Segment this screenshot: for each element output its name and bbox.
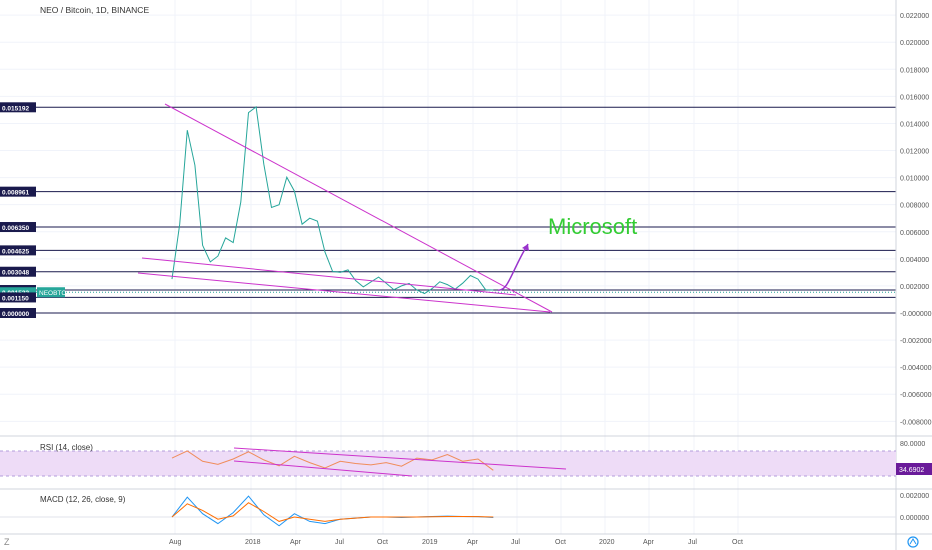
time-label: Aug <box>169 539 182 546</box>
price-tick-label: 0.020000 <box>900 40 929 47</box>
lower-trendline-2[interactable] <box>137 272 551 313</box>
price-tag <box>0 266 36 277</box>
vertical-grid <box>174 0 739 534</box>
upper-trendline[interactable] <box>164 103 553 313</box>
symbol-tag-label: NEOBTC <box>39 290 66 297</box>
price-tag <box>0 245 36 256</box>
rsi-title: RSI (14, close) <box>40 443 93 452</box>
time-axis-labels: Aug 2018 Apr Jul Oct 2019 Apr Jul Oct 2020 Apr Jul O… <box>169 539 743 546</box>
price-tag-label: 0.003048 <box>2 270 29 277</box>
time-label: Jul <box>511 539 520 546</box>
price-tick-label: 0.022000 <box>900 13 929 20</box>
price-tag <box>0 287 36 298</box>
timezone-icon[interactable]: Z <box>4 537 10 547</box>
price-tick-label: -0.000000 <box>900 311 932 318</box>
rsi-upper-label: 80.0000 <box>900 441 925 448</box>
rsi-trendline-upper[interactable] <box>233 447 567 470</box>
time-label: Oct <box>732 539 743 546</box>
price-tick-label: 0.006000 <box>900 230 929 237</box>
price-tick-label: 0.014000 <box>900 121 929 128</box>
microsoft-annotation[interactable]: Microsoft <box>548 214 637 239</box>
macd-upper-label: 0.002000 <box>900 493 929 500</box>
price-tick-label: -0.004000 <box>900 365 932 372</box>
trendlines[interactable] <box>137 103 553 313</box>
rsi-value-tag <box>896 463 932 475</box>
rsi-current-value: 34.6902 <box>899 467 924 474</box>
macd-title: MACD (12, 26, close, 9) <box>40 495 126 504</box>
horizontal-grid <box>0 14 896 422</box>
price-tag-label: 0.004625 <box>2 248 29 255</box>
rsi-trendline-lower[interactable] <box>233 460 413 477</box>
price-tick-label: 0.010000 <box>900 176 929 183</box>
price-tick-label: -0.008000 <box>900 419 932 426</box>
time-label: Apr <box>643 539 655 546</box>
price-tag <box>0 308 36 318</box>
price-tag-label: 0.015192 <box>2 105 29 112</box>
price-tag-label: 0.008961 <box>2 190 29 197</box>
price-tick-label: -0.006000 <box>900 392 932 399</box>
lower-trendline-1[interactable] <box>141 257 517 296</box>
symbol-title: NEO / Bitcoin, 1D, BINANCE <box>40 5 149 15</box>
price-tick-label: 0.002000 <box>900 284 929 291</box>
price-tag-label: 0.001150 <box>2 295 29 302</box>
price-tick-label: -0.002000 <box>900 338 932 345</box>
price-tags: 0.015192 0.008961 0.006350 0.004625 0.003048… <box>0 102 66 318</box>
logo-icon[interactable] <box>907 536 919 548</box>
price-tag <box>0 222 36 233</box>
price-tag-label: 0.006350 <box>2 225 29 232</box>
macd-zero-label: 0.000000 <box>900 515 929 522</box>
price-tag <box>0 292 36 303</box>
price-tag-label: 0.000000 <box>2 311 29 318</box>
price-tick-label: 0.008000 <box>900 203 929 210</box>
arrow-head-icon <box>522 244 529 251</box>
price-tick-label: 0.018000 <box>900 67 929 74</box>
rsi-series <box>171 450 494 471</box>
time-label: Jul <box>335 539 344 546</box>
time-label: 2018 <box>245 539 261 546</box>
price-tag <box>0 102 36 113</box>
time-label: Apr <box>467 539 479 546</box>
price-series <box>171 105 494 295</box>
time-label: Apr <box>290 539 302 546</box>
price-axis-ticks: 0.022000 0.020000 0.018000 0.016000 0.014000… <box>900 13 932 426</box>
time-label: Jul <box>688 539 697 546</box>
time-label: 2020 <box>599 539 615 546</box>
price-tick-label: 0.004000 <box>900 257 929 264</box>
horizontal-levels[interactable] <box>0 106 896 314</box>
macd-signal-series <box>171 502 494 522</box>
time-label: Oct <box>555 539 566 546</box>
price-tick-label: 0.012000 <box>900 149 929 156</box>
time-label: Oct <box>377 539 388 546</box>
price-tag <box>0 186 36 197</box>
projection-arrow[interactable] <box>497 243 529 291</box>
price-tick-label: 0.016000 <box>900 94 929 101</box>
symbol-tag <box>37 287 65 298</box>
time-label: 2019 <box>422 539 438 546</box>
